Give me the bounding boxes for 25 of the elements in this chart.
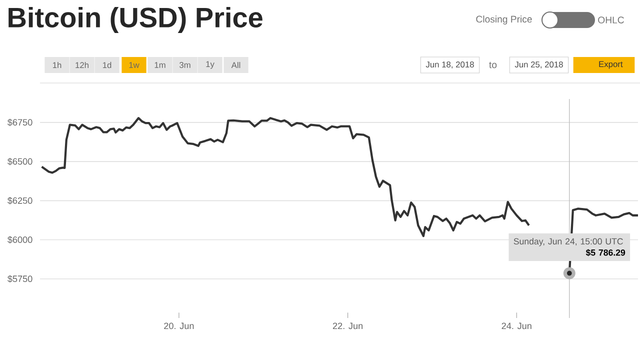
text: 1m: [154, 62, 166, 68]
text: OHLC: [598, 16, 624, 24]
text: 1d: [102, 62, 112, 68]
text: All: [231, 62, 240, 68]
x-tick-label: 24. Jun: [502, 322, 532, 330]
text: 1h: [52, 62, 62, 68]
text: Export: [599, 61, 623, 69]
y-tick-label: $6750: [8, 118, 32, 126]
text: Jun 18, 2018: [426, 62, 474, 68]
text: to: [489, 62, 497, 68]
chart-title: Bitcoin (USD) Price: [8, 6, 262, 34]
y-tick-label: $6250: [8, 196, 32, 204]
y-tick-label: $6500: [8, 158, 32, 166]
y-tick-label: $5750: [8, 275, 32, 283]
x-tick-label: 20. Jun: [164, 322, 194, 330]
y-tick-label: $6000: [8, 236, 32, 244]
text: Jun 25, 2018: [514, 62, 563, 68]
text: 12h: [76, 62, 88, 68]
annotation: Sunday, Jun 24, 15:00 UTC: [514, 238, 623, 246]
text: 1y: [206, 61, 214, 69]
text: Closing Price: [476, 16, 532, 24]
text: 3m: [179, 62, 190, 68]
text: 1w: [129, 62, 140, 68]
data-label: $5 786.29: [586, 249, 626, 256]
x-tick-label: 22. Jun: [332, 322, 362, 330]
